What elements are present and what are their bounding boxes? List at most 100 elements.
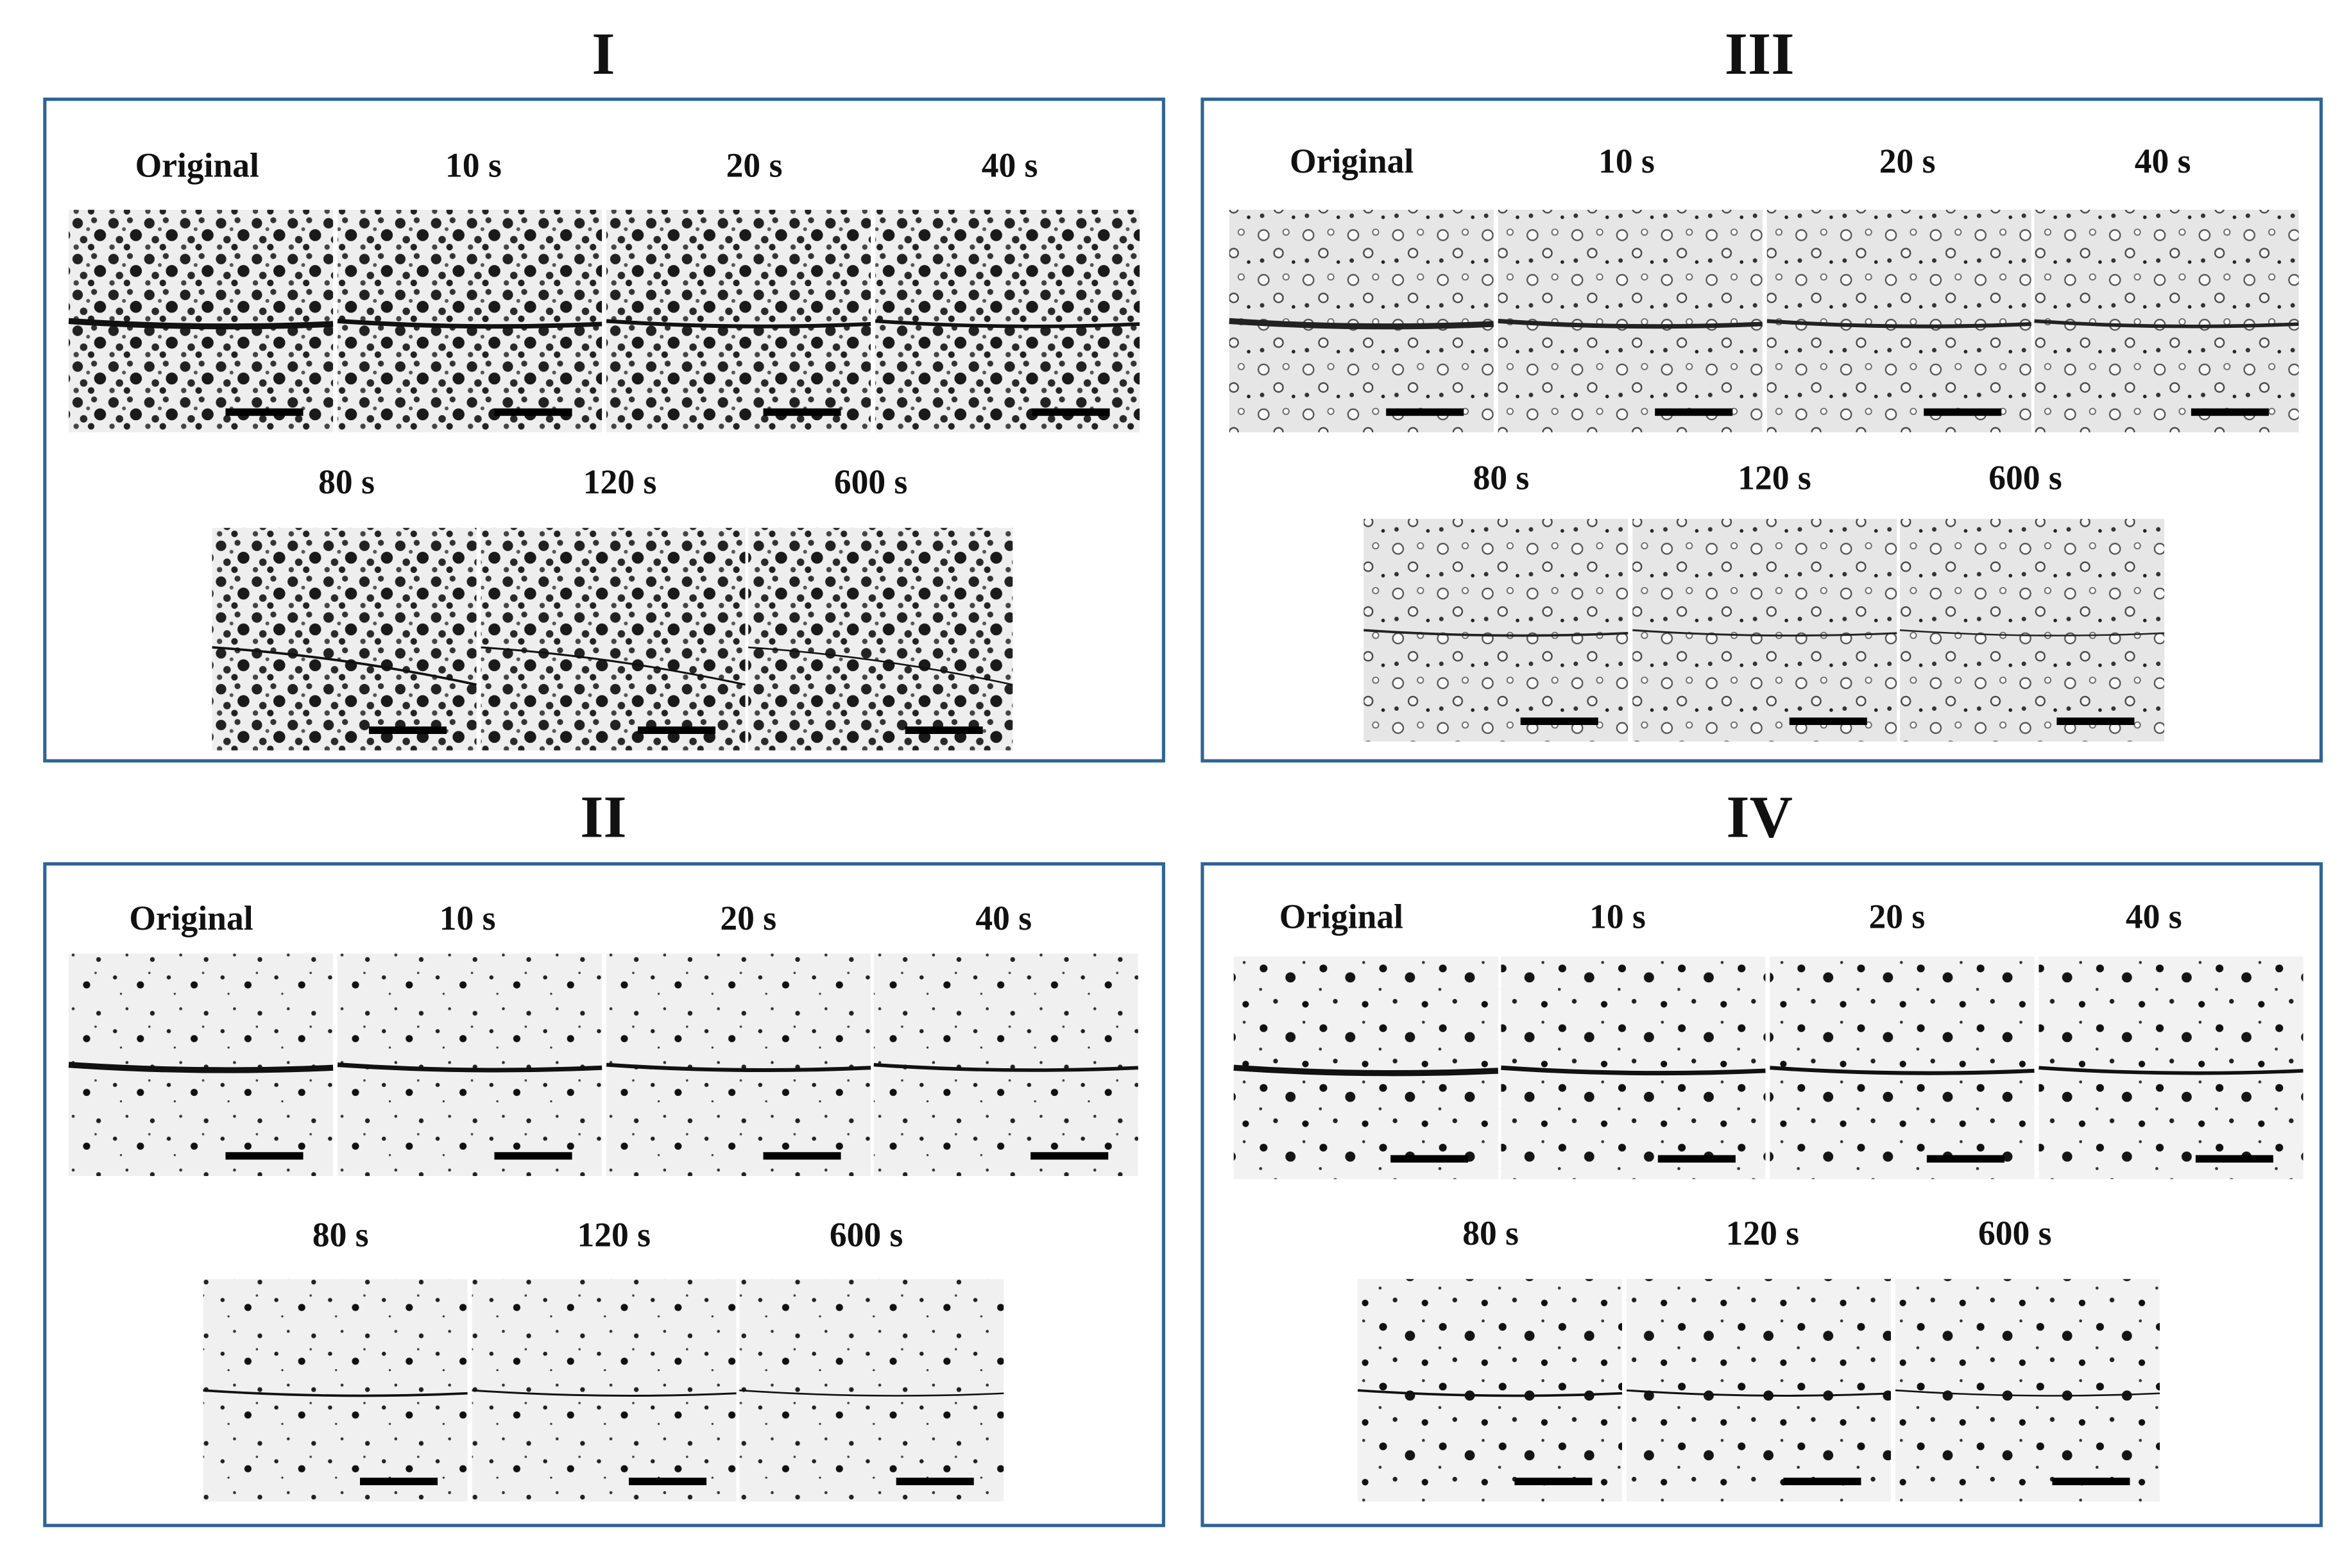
time-label: 40 s bbox=[2126, 898, 2182, 936]
time-label: Original bbox=[135, 146, 259, 185]
time-label: 20 s bbox=[1879, 142, 1936, 180]
time-label: 120 s bbox=[1738, 458, 1811, 497]
scratch bbox=[212, 646, 477, 686]
time-label: 600 s bbox=[834, 463, 907, 501]
micrograph bbox=[739, 1279, 1004, 1502]
scratch bbox=[2039, 1066, 2304, 1075]
panel-title: II bbox=[580, 785, 626, 851]
scratch bbox=[1357, 1389, 1623, 1397]
micrograph bbox=[875, 209, 1140, 432]
micrograph bbox=[1766, 209, 2031, 432]
scratch bbox=[1895, 1389, 2160, 1397]
scale-bar bbox=[905, 726, 983, 735]
time-label: 20 s bbox=[720, 899, 776, 937]
scale-bar bbox=[763, 408, 841, 416]
scratch bbox=[748, 646, 1013, 686]
micrograph bbox=[472, 1279, 737, 1502]
scratch bbox=[472, 1389, 737, 1397]
scale-bar bbox=[494, 408, 572, 416]
time-label: 80 s bbox=[1473, 458, 1530, 497]
time-label: 40 s bbox=[975, 899, 1032, 937]
scratch bbox=[606, 1062, 871, 1073]
time-label: Original bbox=[1290, 142, 1414, 180]
time-label: 120 s bbox=[1726, 1214, 1799, 1252]
time-label: 600 s bbox=[1978, 1214, 2051, 1252]
time-label: 120 s bbox=[583, 463, 656, 501]
scratch bbox=[1899, 629, 2165, 636]
scratch bbox=[481, 646, 746, 686]
scale-bar bbox=[2056, 717, 2135, 726]
micrograph bbox=[338, 209, 603, 432]
time-label: 40 s bbox=[982, 146, 1038, 185]
micrograph bbox=[606, 953, 871, 1177]
panel-title: I bbox=[592, 21, 615, 87]
scratch bbox=[873, 1062, 1138, 1072]
scratch bbox=[337, 318, 603, 329]
scale-bar bbox=[2195, 1155, 2273, 1163]
scratch bbox=[1229, 318, 1494, 330]
micrograph bbox=[1632, 518, 1897, 742]
scale-bar bbox=[1030, 1152, 1109, 1160]
time-label: 600 s bbox=[830, 1215, 903, 1254]
micrograph bbox=[1357, 1279, 1622, 1502]
micrograph bbox=[748, 527, 1013, 751]
scratch bbox=[739, 1389, 1004, 1397]
micrograph bbox=[203, 1279, 468, 1502]
scale-bar bbox=[2052, 1478, 2130, 1485]
scale-bar bbox=[1783, 1478, 1861, 1485]
scale-bar bbox=[1655, 408, 1733, 416]
micrograph bbox=[338, 953, 603, 1177]
scale-bar bbox=[1657, 1155, 1736, 1163]
time-label: 40 s bbox=[2135, 142, 2191, 180]
scratch bbox=[337, 1062, 603, 1073]
time-label: 600 s bbox=[1988, 458, 2062, 497]
micrograph bbox=[873, 953, 1138, 1177]
micrograph bbox=[1899, 518, 2164, 742]
panel-frame bbox=[43, 98, 1165, 763]
time-label: 10 s bbox=[445, 146, 502, 185]
micrograph bbox=[1626, 1279, 1892, 1502]
scale-bar bbox=[1520, 717, 1598, 726]
scale-bar bbox=[1514, 1478, 1593, 1485]
time-label: 20 s bbox=[726, 146, 783, 185]
scratch bbox=[68, 318, 334, 330]
micrograph bbox=[1895, 1279, 2160, 1502]
scratch bbox=[1233, 1064, 1498, 1077]
scale-bar bbox=[494, 1152, 572, 1160]
panel-frame bbox=[43, 862, 1165, 1528]
scale-bar bbox=[1390, 1155, 1469, 1163]
scratch bbox=[1632, 629, 1897, 637]
time-label: 80 s bbox=[312, 1215, 369, 1254]
micrograph bbox=[1498, 209, 1763, 432]
scratch bbox=[606, 319, 871, 328]
time-label: 10 s bbox=[1598, 142, 1655, 180]
scratch bbox=[1498, 318, 1763, 329]
time-label: Original bbox=[1279, 898, 1403, 936]
micrograph bbox=[606, 209, 871, 432]
time-label: 80 s bbox=[1462, 1214, 1519, 1252]
micrograph bbox=[212, 527, 477, 751]
micrograph bbox=[1770, 956, 2035, 1179]
scale-bar bbox=[360, 1478, 438, 1485]
micrograph bbox=[1501, 956, 1766, 1179]
micrograph bbox=[481, 527, 746, 751]
panel-frame bbox=[1201, 98, 2323, 763]
scratch bbox=[2034, 319, 2299, 328]
scale-bar bbox=[1924, 408, 2002, 416]
time-label: 80 s bbox=[318, 463, 375, 501]
panel-title: III bbox=[1725, 21, 1795, 87]
scale-bar bbox=[763, 1152, 841, 1160]
scratch bbox=[1363, 629, 1628, 637]
scale-bar bbox=[1926, 1155, 2004, 1163]
time-label: 10 s bbox=[1589, 898, 1646, 936]
scale-bar bbox=[1386, 408, 1464, 416]
scratch bbox=[203, 1389, 468, 1397]
scale-bar bbox=[637, 726, 716, 735]
scratch bbox=[1626, 1389, 1892, 1397]
scratch bbox=[68, 1061, 334, 1073]
scratch bbox=[1501, 1065, 1766, 1076]
time-label: 20 s bbox=[1868, 898, 1925, 936]
time-label: 10 s bbox=[440, 899, 496, 937]
